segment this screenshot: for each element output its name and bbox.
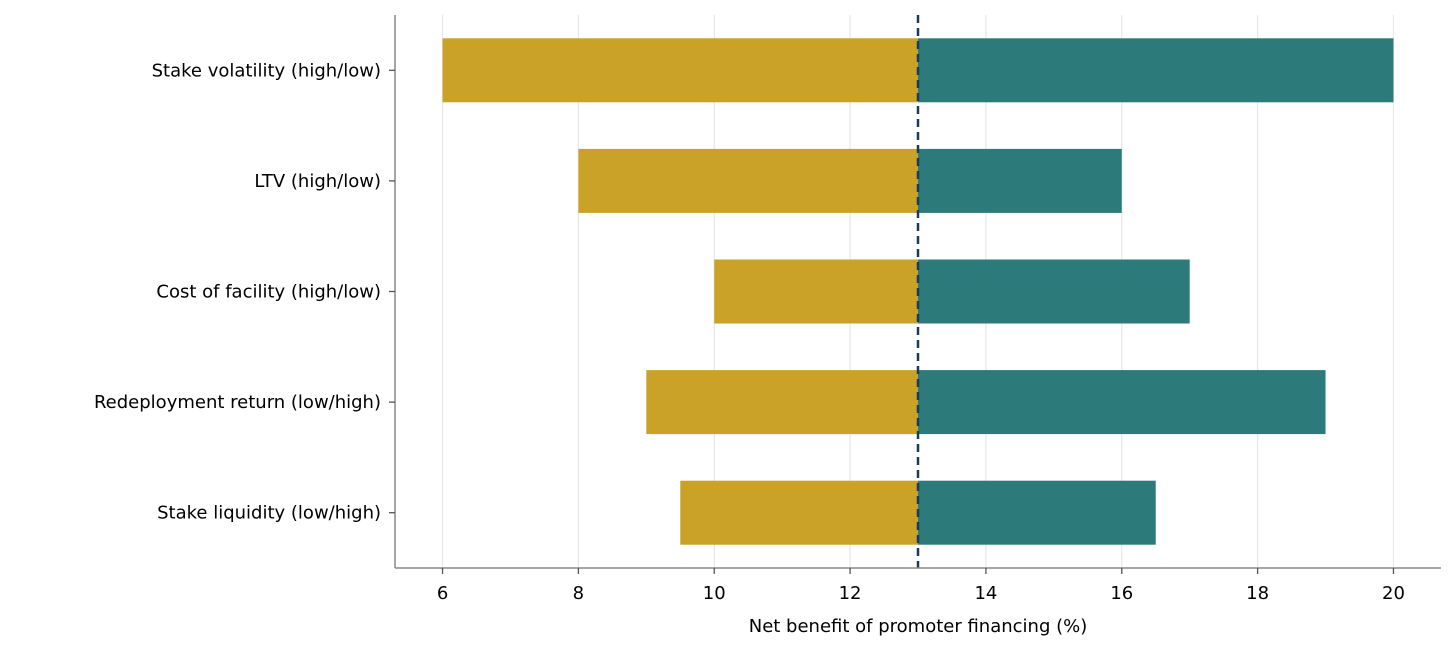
x-tick-label: 18	[1246, 583, 1269, 604]
bar-high	[918, 480, 1156, 545]
y-tick-label: Stake volatility (high/low)	[152, 60, 381, 81]
bar-low	[442, 38, 918, 103]
x-tick-label: 10	[703, 583, 726, 604]
y-tick-label: Redeployment return (low/high)	[94, 392, 381, 413]
bar-high	[918, 370, 1326, 435]
x-axis-title: Net benefit of promoter financing (%)	[749, 616, 1088, 637]
x-tick-label: 12	[839, 583, 862, 604]
x-tick-label: 6	[437, 583, 448, 604]
x-tick-label: 16	[1110, 583, 1133, 604]
y-tick-label: LTV (high/low)	[254, 171, 381, 192]
x-tick-label: 20	[1382, 583, 1405, 604]
x-tick-label: 8	[573, 583, 584, 604]
y-axis-ticks: Stake volatility (high/low) LTV (high/low…	[94, 60, 395, 524]
x-axis-ticks: 6 8 10 12 14 16 18 20	[437, 568, 1405, 604]
y-tick-label: Stake liquidity (low/high)	[157, 503, 381, 524]
bar-high	[918, 259, 1190, 324]
bar-low	[714, 259, 918, 324]
bar-low	[578, 148, 918, 213]
bar-high	[918, 38, 1394, 103]
y-tick-label: Cost of facility (high/low)	[156, 282, 381, 303]
bar-low	[646, 370, 918, 435]
bar-high	[918, 148, 1122, 213]
bar-low	[680, 480, 918, 545]
bars	[442, 38, 1394, 545]
x-tick-label: 14	[974, 583, 997, 604]
